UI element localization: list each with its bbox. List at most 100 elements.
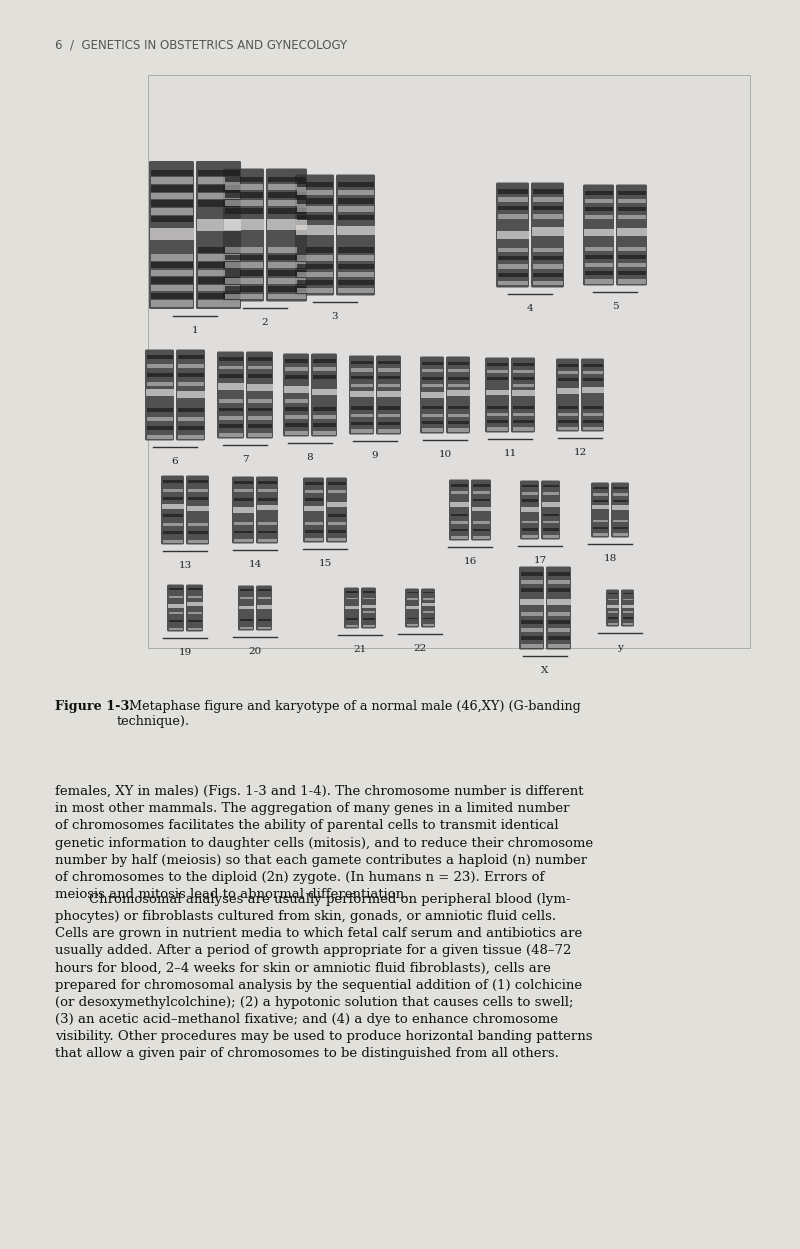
- Bar: [305, 530, 322, 533]
- Bar: [297, 190, 333, 195]
- Bar: [225, 192, 262, 197]
- Text: X: X: [542, 666, 549, 674]
- Bar: [313, 431, 335, 435]
- Bar: [198, 246, 239, 254]
- Bar: [150, 277, 193, 284]
- FancyBboxPatch shape: [511, 357, 535, 432]
- Bar: [327, 515, 346, 517]
- Bar: [218, 373, 242, 377]
- Text: 2: 2: [262, 318, 268, 327]
- Bar: [511, 390, 534, 396]
- Bar: [585, 271, 613, 276]
- Bar: [611, 506, 629, 510]
- Bar: [258, 481, 277, 485]
- Bar: [406, 624, 418, 626]
- Bar: [146, 417, 173, 421]
- Bar: [247, 433, 271, 437]
- Bar: [498, 265, 527, 269]
- Bar: [622, 623, 633, 624]
- Bar: [297, 215, 333, 220]
- Bar: [521, 620, 542, 623]
- Bar: [521, 580, 542, 583]
- Bar: [162, 481, 182, 483]
- Bar: [267, 185, 306, 190]
- Bar: [521, 507, 538, 512]
- Bar: [258, 538, 277, 542]
- Bar: [533, 197, 562, 202]
- Bar: [542, 502, 559, 507]
- Bar: [593, 527, 607, 530]
- Bar: [239, 627, 253, 628]
- Bar: [225, 185, 262, 190]
- Bar: [447, 428, 469, 432]
- Bar: [285, 398, 307, 402]
- Bar: [218, 416, 242, 420]
- Bar: [498, 197, 527, 202]
- Bar: [350, 368, 373, 372]
- Bar: [338, 182, 374, 187]
- Bar: [533, 265, 562, 269]
- Bar: [521, 572, 542, 576]
- Bar: [613, 520, 627, 522]
- Bar: [447, 421, 469, 425]
- Bar: [198, 200, 239, 207]
- Bar: [486, 377, 507, 380]
- Bar: [187, 497, 207, 501]
- Bar: [513, 385, 534, 387]
- Bar: [338, 256, 374, 261]
- Bar: [327, 522, 346, 525]
- Bar: [338, 280, 374, 285]
- Bar: [350, 406, 373, 410]
- Bar: [406, 592, 418, 593]
- Bar: [169, 588, 182, 591]
- Text: 13: 13: [178, 561, 192, 570]
- Bar: [450, 521, 467, 523]
- Bar: [422, 603, 434, 606]
- FancyBboxPatch shape: [232, 477, 254, 543]
- Bar: [346, 598, 358, 600]
- FancyBboxPatch shape: [256, 477, 278, 543]
- Bar: [326, 502, 346, 507]
- Bar: [187, 523, 207, 526]
- Bar: [585, 255, 613, 260]
- FancyBboxPatch shape: [591, 482, 609, 537]
- Bar: [422, 421, 442, 425]
- Bar: [585, 199, 613, 204]
- Bar: [498, 281, 527, 286]
- Bar: [450, 528, 467, 531]
- Bar: [622, 611, 633, 612]
- Bar: [521, 588, 542, 592]
- Bar: [473, 521, 490, 523]
- Bar: [618, 191, 646, 195]
- Bar: [378, 422, 399, 425]
- Bar: [225, 286, 262, 291]
- Bar: [622, 617, 633, 618]
- Bar: [187, 481, 207, 483]
- Bar: [225, 207, 262, 214]
- Bar: [618, 279, 646, 284]
- Bar: [146, 382, 173, 386]
- Bar: [338, 215, 374, 220]
- Bar: [521, 644, 542, 647]
- Bar: [198, 285, 239, 291]
- Bar: [313, 407, 335, 411]
- FancyBboxPatch shape: [176, 350, 205, 441]
- Bar: [422, 376, 442, 380]
- Bar: [198, 300, 239, 307]
- Bar: [285, 367, 307, 371]
- Bar: [266, 220, 306, 230]
- Bar: [447, 383, 469, 387]
- Bar: [267, 207, 306, 214]
- Bar: [169, 620, 182, 622]
- Bar: [406, 598, 418, 600]
- Bar: [450, 491, 467, 493]
- Bar: [246, 385, 273, 391]
- Bar: [486, 413, 507, 416]
- Text: 1: 1: [192, 326, 198, 335]
- Bar: [521, 636, 542, 639]
- Text: 18: 18: [603, 555, 617, 563]
- Bar: [513, 406, 534, 408]
- Bar: [305, 490, 322, 493]
- Bar: [285, 431, 307, 435]
- Bar: [225, 277, 262, 284]
